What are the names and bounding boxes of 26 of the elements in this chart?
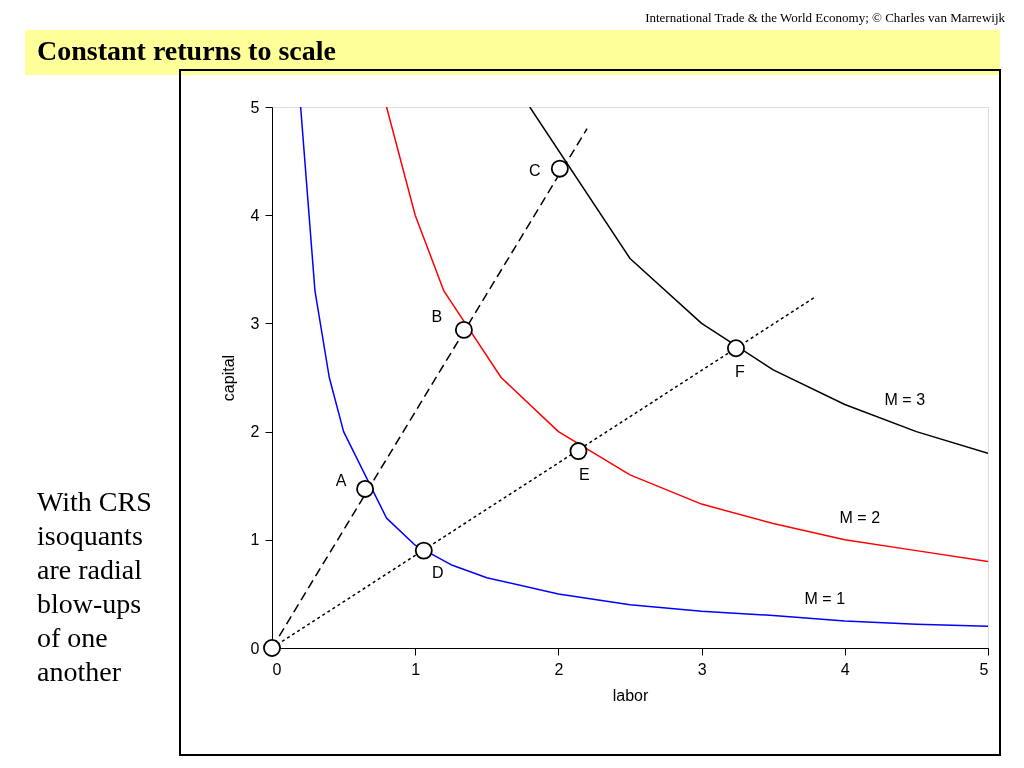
y-tick-label: 2 [250, 423, 260, 441]
y-tick-label: 5 [250, 98, 260, 116]
y-axis-title: capital [219, 354, 237, 402]
data-label: F [735, 363, 746, 381]
data-label: C [529, 161, 541, 179]
data-label: E [579, 466, 590, 484]
text: International Trade & the World Economy; © Charles van Marrewijk [645, 10, 1006, 25]
x-axis-title: labor [612, 686, 649, 704]
series-label: M = 3 [884, 390, 926, 408]
x-tick-label: 2 [554, 660, 564, 678]
data-label: B [431, 307, 443, 325]
y-tick-label: 4 [250, 206, 260, 224]
y-tick-label: 0 [250, 639, 260, 657]
chart-title: Constant returns to scale [37, 35, 336, 66]
x-tick-label: 0 [272, 660, 282, 678]
data-label: D [432, 563, 444, 581]
series-label: M = 2 [839, 508, 881, 526]
x-tick-label: 5 [979, 660, 989, 678]
y-tick-label: 3 [250, 314, 260, 332]
x-tick-label: 4 [840, 660, 850, 678]
text: With CRS isoquants are radial blow-ups of one another [37, 486, 152, 687]
x-tick-label: 3 [697, 660, 707, 678]
y-tick-label: 1 [250, 531, 260, 549]
x-tick-label: 1 [411, 660, 421, 678]
series-label: M = 1 [804, 589, 846, 607]
data-label: A [335, 471, 347, 489]
